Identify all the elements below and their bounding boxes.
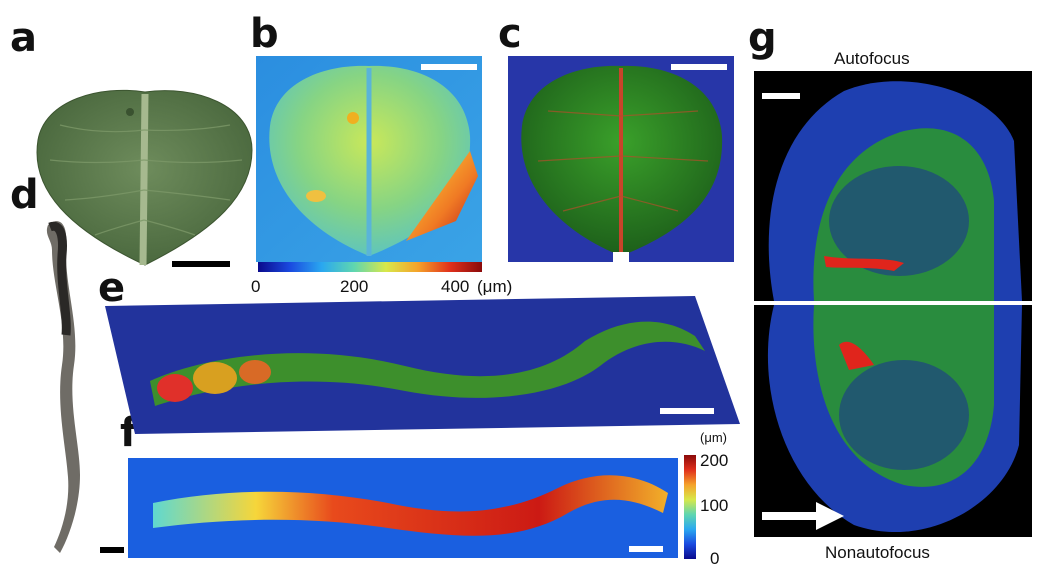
panel-label-d: d	[10, 172, 39, 218]
colorbar-f	[684, 455, 696, 559]
panel-g-divider	[754, 301, 1032, 305]
label-nonautofocus: Nonautofocus	[825, 543, 930, 562]
panel-label-c: c	[498, 11, 522, 57]
worm-photo	[46, 221, 80, 553]
scale-bar-e	[660, 408, 714, 414]
panel-label-g: g	[748, 15, 777, 61]
scale-bar-d	[100, 547, 124, 553]
colorbar-b-unit: (μm)	[477, 277, 513, 296]
colorbar-b-tick-400: 400	[441, 277, 470, 296]
arrow-right-icon	[762, 502, 844, 530]
panel-label-a: a	[10, 15, 37, 61]
colorbar-b-tick-200: 200	[340, 277, 369, 296]
label-autofocus: Autofocus	[834, 49, 910, 68]
tissue-section-nonautofocus	[754, 305, 1032, 537]
leaf-height-map	[256, 56, 482, 262]
colorbar-b	[258, 262, 482, 272]
colorbar-f-tick-0: 0	[710, 549, 720, 568]
colorbar-f-tick-100: 100	[700, 496, 729, 515]
panel-label-e: e	[98, 265, 126, 311]
tissue-section-autofocus	[754, 71, 1032, 301]
colorbar-f-unit: (μm)	[700, 430, 727, 445]
leaf-fluorescence-map	[508, 56, 734, 262]
scale-bar-f	[629, 546, 663, 552]
scale-bar-c	[671, 64, 727, 70]
scale-bar-g	[762, 93, 800, 99]
scale-bar-a	[172, 261, 230, 267]
worm-height-map	[128, 458, 678, 558]
colorbar-f-tick-200: 200	[700, 451, 729, 470]
colorbar-b-tick-0: 0	[251, 277, 261, 296]
worm-fluorescence-3d	[105, 296, 740, 434]
scale-bar-b	[421, 64, 477, 70]
leaf-photo	[36, 89, 253, 266]
panel-label-b: b	[250, 11, 279, 57]
